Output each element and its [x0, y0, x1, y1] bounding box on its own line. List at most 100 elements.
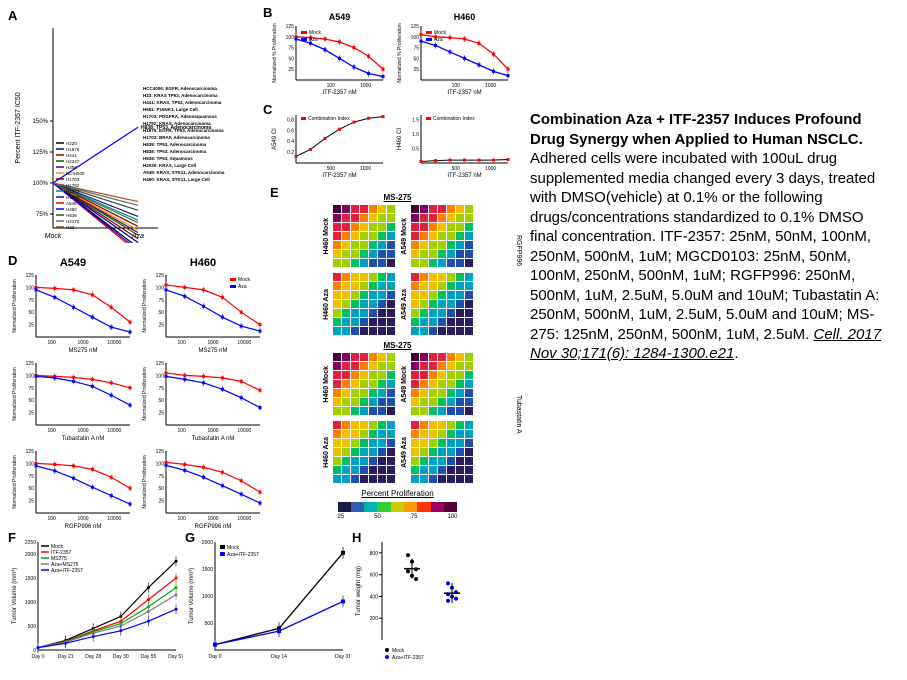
svg-text:125: 125 [26, 273, 35, 279]
svg-text:H1703: BRAF, Adenocarcinoma: H1703: BRAF, Adenocarcinoma [143, 135, 210, 140]
svg-text:1000: 1000 [202, 594, 213, 600]
svg-text:MS275 nM: MS275 nM [198, 348, 227, 354]
svg-text:H23: H23 [66, 225, 75, 230]
svg-text:100: 100 [177, 516, 186, 522]
svg-text:H838: TP53, Squamous: H838: TP53, Squamous [143, 156, 193, 161]
panel-e: E MS-275H460 MockA549 MockH460 AzaA549 A… [275, 190, 520, 535]
svg-text:100: 100 [26, 285, 35, 291]
svg-text:Aza: Aza [238, 284, 247, 290]
svg-text:100: 100 [177, 340, 186, 346]
svg-text:100: 100 [156, 461, 165, 467]
svg-text:MS275 nM: MS275 nM [68, 348, 97, 354]
svg-text:H1770: H1770 [66, 195, 80, 200]
svg-text:H838: TP53, Adenocarcinoma: H838: TP53, Adenocarcinoma [143, 142, 207, 147]
svg-text:100: 100 [47, 340, 56, 346]
svg-text:25: 25 [158, 499, 164, 505]
svg-text:500: 500 [452, 166, 461, 172]
svg-text:1000: 1000 [25, 600, 36, 606]
svg-text:50: 50 [158, 486, 164, 492]
svg-text:Day 30: Day 30 [113, 654, 129, 660]
svg-text:50: 50 [28, 398, 34, 404]
svg-text:50: 50 [288, 56, 294, 62]
svg-text:1000: 1000 [207, 516, 218, 522]
svg-text:100: 100 [156, 285, 165, 291]
svg-text:1000: 1000 [207, 340, 218, 346]
svg-text:Tumor Volume (mm³): Tumor Volume (mm³) [12, 568, 18, 624]
svg-text:ITF-2357 nM: ITF-2357 nM [447, 90, 481, 96]
svg-text:Mock: Mock [238, 277, 250, 283]
svg-text:ITF-2357 nM: ITF-2357 nM [447, 173, 481, 179]
svg-text:Tumor Volume (mm³): Tumor Volume (mm³) [189, 568, 195, 624]
svg-text:150%: 150% [33, 119, 49, 125]
svg-text:600: 600 [370, 573, 379, 579]
svg-text:Normalized Proliferation: Normalized Proliferation [12, 279, 18, 333]
svg-text:125: 125 [26, 449, 35, 455]
svg-text:Combination Index: Combination Index [308, 116, 350, 122]
caption-body: Adhered cells were incubated with 100uL … [530, 150, 879, 343]
svg-text:0.8: 0.8 [287, 117, 294, 123]
svg-text:125: 125 [156, 273, 165, 279]
panel-d-label: D [8, 253, 17, 268]
panel-g-label: G [185, 530, 195, 545]
svg-text:100: 100 [47, 516, 56, 522]
svg-text:100: 100 [411, 35, 420, 41]
svg-text:50: 50 [158, 310, 164, 316]
panel-d: D A549 H460 25 50 75 100 125 100 1000 10000 MS27… [8, 253, 268, 523]
svg-text:Normalized % Proliferation: Normalized % Proliferation [397, 23, 403, 82]
svg-text:125: 125 [156, 449, 165, 455]
svg-text:H441: KRAS, TP53, Adenocarcino: H441: KRAS, TP53, Adenocarcinoma [143, 100, 222, 105]
svg-text:75: 75 [158, 298, 164, 304]
svg-text:1000: 1000 [207, 428, 218, 434]
svg-text:2000: 2000 [25, 552, 36, 558]
svg-text:500: 500 [327, 166, 336, 172]
svg-text:H23: KRAS TP53, Adenocarcinoma: H23: KRAS TP53, Adenocarcinoma [143, 93, 218, 98]
svg-text:1000: 1000 [360, 83, 371, 89]
svg-text:H460: H460 [454, 12, 476, 22]
svg-text:A549: A549 [66, 201, 77, 206]
svg-text:50: 50 [28, 486, 34, 492]
svg-text:Normalized Proliferation: Normalized Proliferation [142, 455, 148, 509]
svg-text:50: 50 [28, 310, 34, 316]
svg-text:ITF-2357 nM: ITF-2357 nM [322, 173, 356, 179]
svg-text:Normalized Proliferation: Normalized Proliferation [12, 455, 18, 509]
svg-text:H1792: H1792 [66, 183, 80, 188]
svg-text:10000: 10000 [107, 516, 121, 522]
svg-text:H220: H220 [66, 141, 77, 146]
svg-text:H2347: H2347 [66, 159, 80, 164]
svg-text:25: 25 [158, 323, 164, 329]
svg-text:Day 21: Day 21 [58, 654, 74, 660]
svg-text:0.2: 0.2 [287, 150, 294, 156]
svg-text:Mock: Mock [227, 545, 239, 551]
panel-b: B A5492550751001251001000ITF-2357 nMNorm… [268, 8, 518, 98]
svg-text:NCIH508: NCIH508 [66, 171, 85, 176]
panel-a-chart: 25%50%75%100%125%150%Percent ITF-2357 IC… [8, 8, 258, 243]
svg-text:Mock: Mock [434, 30, 446, 36]
svg-text:1500: 1500 [25, 576, 36, 582]
svg-text:100: 100 [177, 428, 186, 434]
svg-text:Aza+ITF-2357: Aza+ITF-2357 [227, 552, 259, 558]
svg-text:Combination Index: Combination Index [433, 116, 475, 122]
svg-text:2250: 2250 [25, 540, 36, 546]
d-col-title-1: H460 [138, 257, 268, 269]
svg-text:H1975: H1975 [66, 147, 80, 152]
svg-text:1000: 1000 [77, 340, 88, 346]
svg-text:Aza: Aza [434, 37, 443, 43]
svg-text:1.5: 1.5 [412, 117, 419, 123]
svg-text:10000: 10000 [107, 340, 121, 346]
svg-text:H1792: KRAS, Adenocarcinoma: H1792: KRAS, Adenocarcinoma [143, 121, 211, 126]
svg-text:Tubastatin A nM: Tubastatin A nM [62, 436, 105, 442]
svg-text:H1703: PDGFRA, Adenosquamous: H1703: PDGFRA, Adenosquamous [143, 114, 217, 119]
svg-text:25: 25 [288, 67, 294, 73]
d-col-title-0: A549 [8, 257, 138, 269]
svg-text:H460: H460 [66, 207, 77, 212]
svg-text:Day 0: Day 0 [208, 654, 221, 660]
panel-a-label: A [8, 8, 17, 23]
svg-text:Tumor weight (mg): Tumor weight (mg) [356, 566, 362, 616]
svg-text:125: 125 [156, 361, 165, 367]
svg-text:10000: 10000 [237, 340, 251, 346]
svg-text:Normalized Proliferation: Normalized Proliferation [12, 367, 18, 421]
svg-text:ITF-2357 nM: ITF-2357 nM [322, 90, 356, 96]
svg-text:10000: 10000 [237, 516, 251, 522]
svg-text:H1703: H1703 [66, 177, 80, 182]
svg-text:2000: 2000 [202, 540, 213, 546]
